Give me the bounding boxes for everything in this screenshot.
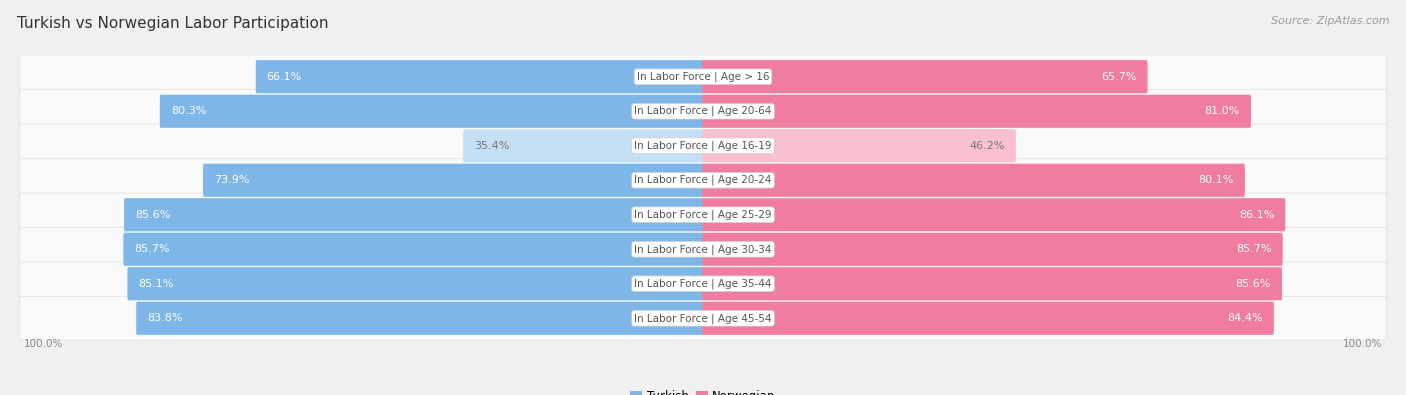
Text: 85.7%: 85.7%: [135, 244, 170, 254]
FancyBboxPatch shape: [20, 262, 1386, 305]
Text: 46.2%: 46.2%: [969, 141, 1005, 151]
Text: Turkish vs Norwegian Labor Participation: Turkish vs Norwegian Labor Participation: [17, 16, 329, 31]
Text: 100.0%: 100.0%: [24, 339, 63, 349]
Text: In Labor Force | Age 20-24: In Labor Force | Age 20-24: [634, 175, 772, 186]
FancyBboxPatch shape: [136, 302, 704, 335]
Text: In Labor Force | Age 20-64: In Labor Force | Age 20-64: [634, 106, 772, 117]
FancyBboxPatch shape: [124, 198, 704, 231]
Text: Source: ZipAtlas.com: Source: ZipAtlas.com: [1271, 16, 1389, 26]
FancyBboxPatch shape: [124, 233, 704, 266]
FancyBboxPatch shape: [463, 129, 704, 162]
Text: 86.1%: 86.1%: [1239, 210, 1274, 220]
FancyBboxPatch shape: [20, 158, 1386, 202]
Text: In Labor Force | Age 45-54: In Labor Force | Age 45-54: [634, 313, 772, 324]
Text: 84.4%: 84.4%: [1227, 313, 1263, 323]
Text: 35.4%: 35.4%: [474, 141, 509, 151]
Text: In Labor Force | Age 25-29: In Labor Force | Age 25-29: [634, 209, 772, 220]
FancyBboxPatch shape: [20, 297, 1386, 340]
Text: 85.6%: 85.6%: [135, 210, 170, 220]
Text: 100.0%: 100.0%: [1343, 339, 1382, 349]
Text: 66.1%: 66.1%: [267, 72, 302, 82]
FancyBboxPatch shape: [160, 95, 704, 128]
FancyBboxPatch shape: [20, 228, 1386, 271]
Text: In Labor Force | Age 30-34: In Labor Force | Age 30-34: [634, 244, 772, 254]
FancyBboxPatch shape: [20, 193, 1386, 237]
Legend: Turkish, Norwegian: Turkish, Norwegian: [626, 385, 780, 395]
FancyBboxPatch shape: [702, 60, 1147, 93]
FancyBboxPatch shape: [256, 60, 704, 93]
FancyBboxPatch shape: [702, 198, 1285, 231]
Text: In Labor Force | Age 16-19: In Labor Force | Age 16-19: [634, 141, 772, 151]
Text: 73.9%: 73.9%: [214, 175, 249, 185]
Text: 85.7%: 85.7%: [1236, 244, 1271, 254]
Text: In Labor Force | Age > 16: In Labor Force | Age > 16: [637, 71, 769, 82]
Text: 80.3%: 80.3%: [170, 106, 207, 116]
FancyBboxPatch shape: [202, 164, 704, 197]
FancyBboxPatch shape: [128, 267, 704, 300]
Text: 80.1%: 80.1%: [1198, 175, 1234, 185]
Text: 83.8%: 83.8%: [148, 313, 183, 323]
Text: 65.7%: 65.7%: [1101, 72, 1136, 82]
Text: 81.0%: 81.0%: [1205, 106, 1240, 116]
FancyBboxPatch shape: [702, 164, 1244, 197]
Text: 85.1%: 85.1%: [138, 279, 174, 289]
Text: 85.6%: 85.6%: [1236, 279, 1271, 289]
FancyBboxPatch shape: [702, 302, 1274, 335]
FancyBboxPatch shape: [20, 90, 1386, 133]
FancyBboxPatch shape: [20, 55, 1386, 98]
FancyBboxPatch shape: [702, 95, 1251, 128]
FancyBboxPatch shape: [702, 233, 1282, 266]
FancyBboxPatch shape: [702, 267, 1282, 300]
FancyBboxPatch shape: [20, 124, 1386, 167]
Text: In Labor Force | Age 35-44: In Labor Force | Age 35-44: [634, 278, 772, 289]
FancyBboxPatch shape: [702, 129, 1017, 162]
